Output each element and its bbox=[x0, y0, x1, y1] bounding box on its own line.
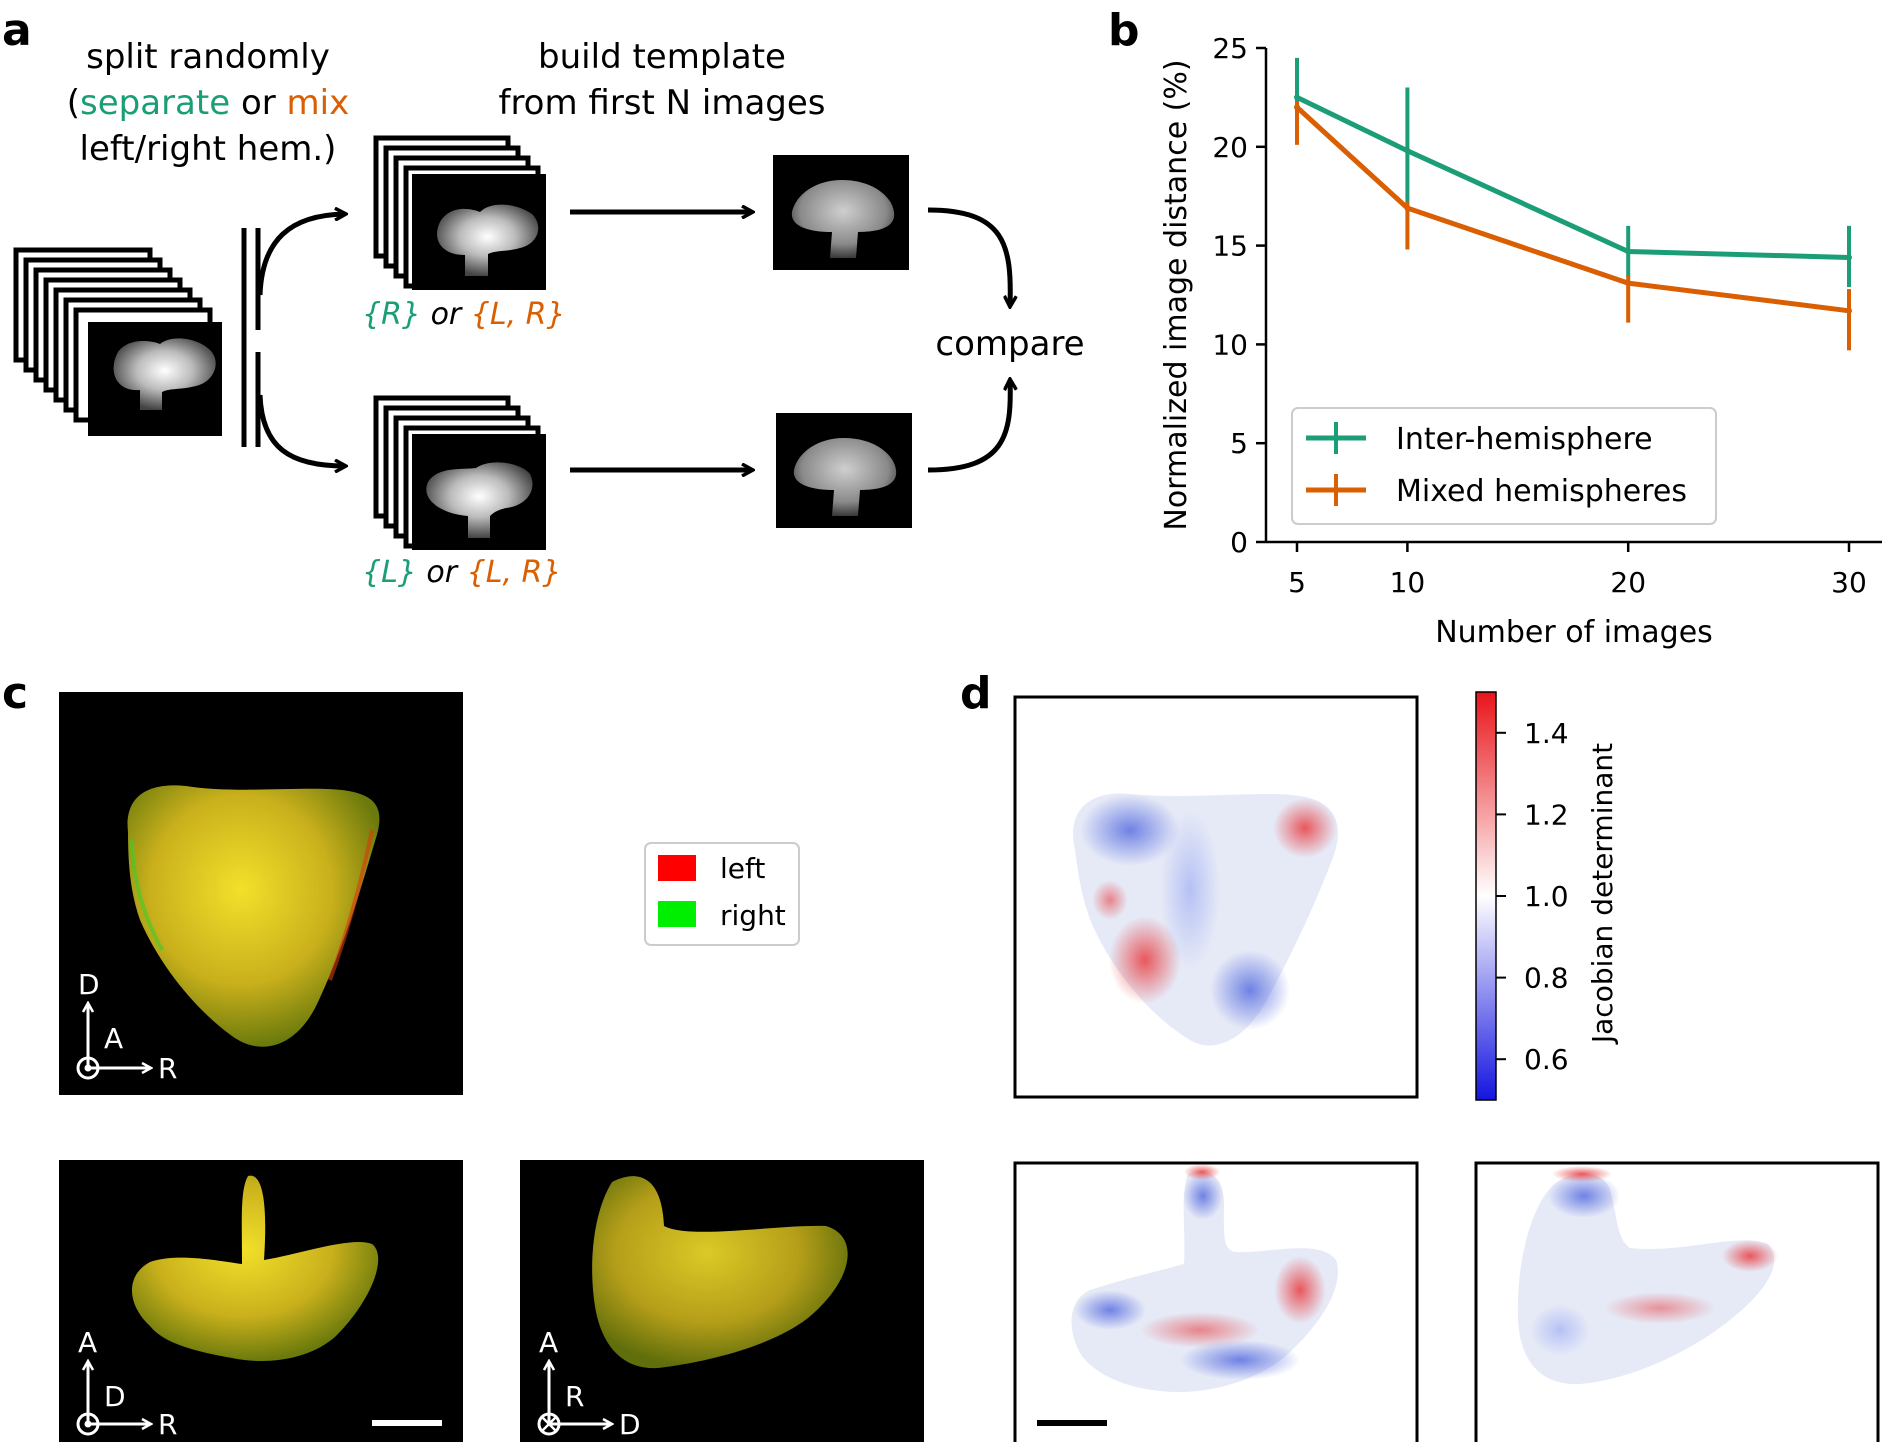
panel-label-d: d bbox=[960, 668, 992, 719]
compare-arrow-top bbox=[927, 207, 1010, 306]
colorbar-tick-label: 0.8 bbox=[1524, 962, 1569, 995]
input-brain-image bbox=[113, 338, 216, 410]
bottom-split-label: {L} or {L, R} bbox=[362, 555, 561, 590]
colorbar: 1.4 1.2 1.0 0.8 0.6 Jacobian determinant bbox=[1475, 691, 1619, 1101]
axis-label-right-top: R bbox=[158, 1052, 177, 1085]
colorbar-tick-label: 1.4 bbox=[1524, 717, 1569, 750]
x-tick-label: 10 bbox=[1390, 566, 1426, 599]
jacobian-map-top bbox=[1013, 695, 1419, 1099]
split-caption-line2: (separate or mix bbox=[67, 83, 349, 123]
y-tick-label: 25 bbox=[1212, 32, 1248, 65]
data-point bbox=[1294, 104, 1300, 111]
scale-bar-d bbox=[1037, 1420, 1107, 1426]
build-caption-line1: build template bbox=[538, 37, 786, 77]
line-chart: 0 5 10 15 20 25 5 10 20 30 Number of images Normali… bbox=[1159, 32, 1882, 650]
axis-indicator-top: D A R bbox=[76, 968, 177, 1085]
split-caption: split randomly (separate or mix left/rig… bbox=[67, 37, 349, 169]
data-point bbox=[1625, 248, 1632, 255]
x-tick-label: 20 bbox=[1610, 566, 1646, 599]
axis-label-up-bl: A bbox=[78, 1326, 97, 1359]
series-line-1 bbox=[1295, 95, 1850, 260]
jacobian-map-bottom-left bbox=[1013, 1161, 1419, 1442]
data-point bbox=[1404, 205, 1411, 212]
split-arrow-top bbox=[257, 214, 345, 296]
top-split-label: {R} or {L, R} bbox=[362, 297, 566, 332]
legend-label: Inter-hemisphere bbox=[1396, 422, 1653, 457]
axis-label-right-bl: R bbox=[158, 1408, 177, 1441]
legend-label-left: left bbox=[720, 852, 765, 885]
data-point bbox=[1625, 280, 1632, 287]
top-split-stack bbox=[373, 135, 546, 290]
build-caption-line2: from first N images bbox=[498, 83, 825, 123]
x-tick-label: 30 bbox=[1831, 566, 1867, 599]
y-tick-label: 5 bbox=[1230, 427, 1248, 460]
y-tick-label: 20 bbox=[1212, 131, 1248, 164]
split-divider bbox=[241, 228, 261, 447]
split-caption-line1: split randomly bbox=[86, 37, 330, 77]
axis-label-up-br: A bbox=[539, 1326, 558, 1359]
legend-label: Mixed hemispheres bbox=[1396, 474, 1687, 509]
colorbar-tick-label: 1.2 bbox=[1524, 798, 1569, 831]
template-bottom bbox=[776, 413, 912, 528]
data-point bbox=[1294, 94, 1300, 101]
axis-label-mid-bl: D bbox=[104, 1380, 126, 1413]
compare-arrow-bottom bbox=[927, 380, 1010, 473]
y-tick-label: 10 bbox=[1212, 328, 1248, 361]
split-arrow-bottom bbox=[257, 394, 345, 466]
x-axis-title: Number of images bbox=[1435, 615, 1713, 650]
chart-legend: Inter-hemisphere Mixed hemispheres bbox=[1291, 407, 1717, 525]
data-point bbox=[1846, 254, 1852, 261]
x-tick-label: 5 bbox=[1288, 566, 1306, 599]
y-axis-title: Normalized image distance (%) bbox=[1159, 59, 1194, 530]
panel-label-b: b bbox=[1108, 5, 1140, 56]
overlay-image-bottom-left bbox=[59, 1160, 463, 1442]
panel-label-c: c bbox=[2, 668, 28, 719]
compare-label: compare bbox=[935, 324, 1084, 364]
series-line-2 bbox=[1295, 105, 1850, 314]
scale-bar-c bbox=[372, 1420, 442, 1426]
colorbar-tick-label: 1.0 bbox=[1524, 880, 1569, 913]
data-point bbox=[1404, 147, 1411, 154]
color-legend: left right bbox=[644, 842, 800, 946]
axis-label-up-top: D bbox=[78, 968, 100, 1001]
axis-label-mid-top: A bbox=[104, 1022, 123, 1055]
jacobian-map-bottom-right bbox=[1474, 1161, 1880, 1442]
colorbar-tick-label: 0.6 bbox=[1524, 1043, 1569, 1076]
axis-indicator-bottom-right: A R D bbox=[537, 1326, 641, 1441]
y-tick-label: 0 bbox=[1230, 526, 1248, 559]
legend-swatch-left bbox=[658, 855, 696, 881]
axis-label-right-br: D bbox=[619, 1408, 641, 1441]
legend-label-right: right bbox=[720, 899, 786, 932]
legend-frame bbox=[1291, 407, 1717, 525]
legend-swatch-right bbox=[658, 901, 696, 927]
input-image-stack bbox=[13, 247, 222, 436]
bottom-split-brain-image bbox=[426, 462, 533, 538]
top-split-brain-image bbox=[437, 204, 539, 276]
template-top bbox=[773, 155, 909, 270]
panel-label-a: a bbox=[2, 5, 32, 56]
data-point bbox=[1846, 307, 1852, 314]
bottom-split-stack bbox=[373, 395, 546, 550]
y-tick-label: 15 bbox=[1212, 230, 1248, 263]
overlay-image-bottom-right bbox=[520, 1160, 924, 1442]
split-caption-line3: left/right hem.) bbox=[80, 129, 337, 169]
overlay-image-top bbox=[59, 692, 463, 1095]
axis-indicator-bottom-left: A D R bbox=[76, 1326, 177, 1441]
axis-label-mid-br: R bbox=[565, 1380, 584, 1413]
colorbar-label: Jacobian determinant bbox=[1586, 743, 1619, 1045]
